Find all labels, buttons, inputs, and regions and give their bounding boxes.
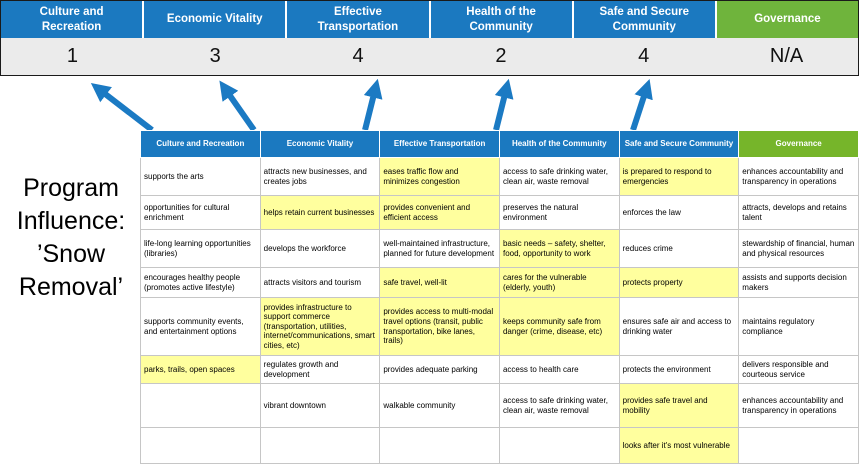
matrix-header-row: Culture and Recreation Economic Vitality E… xyxy=(140,130,859,158)
matrix-cell: attracts new businesses, and creates job… xyxy=(259,157,381,196)
matrix-row: parks, trails, open spaces regulates grow… xyxy=(140,355,859,384)
matrix-cell: regulates growth and development xyxy=(259,355,381,384)
matrix-cell xyxy=(140,427,261,464)
matrix-cell xyxy=(498,427,620,464)
matrix-cell: life-long learning opportunities (librar… xyxy=(140,229,261,268)
matrix-header-cell: Health of the Community xyxy=(498,130,620,158)
pillar-header-row: Culture and Recreation Economic Vitality E… xyxy=(1,1,859,38)
up-arrow-icon xyxy=(362,79,383,131)
matrix-cell: enforces the law xyxy=(618,195,740,230)
influence-arrows xyxy=(90,79,653,133)
matrix-cell: protects the environment xyxy=(618,355,740,384)
matrix-cell: attracts, develops and retains talent xyxy=(738,195,859,230)
matrix-cell: attracts visitors and tourism xyxy=(259,267,381,298)
matrix-cell: supports the arts xyxy=(140,157,261,196)
matrix-cell: supports community events, and entertain… xyxy=(140,297,261,356)
pillar-score-6: N/A xyxy=(769,45,804,67)
matrix-cell: provides adequate parking xyxy=(379,355,500,384)
matrix-header-cell: Governance xyxy=(738,130,859,158)
matrix-cell: ensures safe air and access to drinking … xyxy=(618,297,740,356)
matrix-cell-highlighted: helps retain current businesses xyxy=(259,195,381,230)
matrix-cell-highlighted: protects property xyxy=(618,267,740,298)
matrix-cell-highlighted: eases traffic flow and minimizes congest… xyxy=(379,157,500,196)
matrix-cell: vibrant downtown xyxy=(259,383,381,428)
pillar-header-4: Health of the Community xyxy=(430,1,574,38)
matrix-cell: assists and supports decision makers xyxy=(738,267,859,298)
matrix-row: looks after it's most vulnerable xyxy=(140,427,859,464)
matrix-cell: develops the workforce xyxy=(259,229,381,268)
pillar-header-2: Economic Vitality xyxy=(144,1,288,38)
matrix-cell-highlighted: provides convenient and efficient access xyxy=(379,195,500,230)
matrix-cell-highlighted: provides infrastructure to support comme… xyxy=(259,297,381,356)
matrix-cell-highlighted: provides access to multi-modal travel op… xyxy=(379,297,500,356)
page-title: Program Influence: ’Snow Removal’ xyxy=(16,174,126,301)
matrix-cell-highlighted: parks, trails, open spaces xyxy=(140,355,261,384)
matrix-row: vibrant downtown walkable community access… xyxy=(140,383,859,428)
matrix-cell-highlighted: looks after it's most vulnerable xyxy=(618,427,740,464)
pillar-header-5: Safe and Secure Community xyxy=(573,1,717,38)
matrix-header-cell: Culture and Recreation xyxy=(140,130,261,158)
matrix-cell: access to health care xyxy=(498,355,620,384)
matrix-cell: maintains regulatory compliance xyxy=(738,297,859,356)
matrix-cell-highlighted: cares for the vulnerable (elderly, youth… xyxy=(498,267,620,298)
matrix-row: life-long learning opportunities (librar… xyxy=(140,229,859,268)
up-arrow-icon xyxy=(219,80,257,132)
matrix-header-cell: Safe and Secure Community xyxy=(618,130,740,158)
matrix-cell xyxy=(738,427,859,464)
matrix-cell-highlighted: keeps community safe from danger (crime,… xyxy=(498,297,620,356)
matrix-cell: preserves the natural environment xyxy=(498,195,620,230)
up-arrow-icon xyxy=(630,79,653,131)
matrix-cell: reduces crime xyxy=(618,229,740,268)
matrix-cell xyxy=(259,427,381,464)
pillar-score-4: 2 xyxy=(495,45,507,67)
scoreboard-banner: Culture and Recreation Economic Vitality E… xyxy=(0,0,859,76)
matrix-row: supports community events, and entertain… xyxy=(140,297,859,356)
pillar-header-1: Culture and Recreation xyxy=(1,1,145,38)
matrix-cell: opportunities for cultural enrichment xyxy=(140,195,261,230)
matrix-row: opportunities for cultural enrichment hel… xyxy=(140,195,859,230)
matrix-cell: access to safe drinking water, clean air… xyxy=(498,383,620,428)
up-arrow-icon xyxy=(90,82,154,133)
matrix-cell xyxy=(379,427,500,464)
pillar-header-3: Effective Transportation xyxy=(287,1,431,38)
matrix-cell xyxy=(140,383,261,428)
matrix-cell: access to safe drinking water, clean air… xyxy=(498,157,620,196)
pillar-score-3: 4 xyxy=(352,45,364,67)
pillar-score-5: 4 xyxy=(638,45,650,67)
matrix-cell-highlighted: is prepared to respond to emergencies xyxy=(618,157,740,196)
pillar-score-1: 1 xyxy=(66,45,78,67)
matrix-cell: stewardship of financial, human and phys… xyxy=(738,229,859,268)
matrix-cell: enhances accountability and transparency… xyxy=(738,383,859,428)
matrix-row: supports the arts attracts new businesses… xyxy=(140,157,859,196)
matrix-cell-highlighted: provides safe travel and mobility xyxy=(618,383,740,428)
matrix-row: encourages healthy people (promotes acti… xyxy=(140,267,859,298)
matrix-header-cell: Economic Vitality xyxy=(259,130,381,158)
up-arrow-icon xyxy=(493,79,514,131)
pillar-score-2: 3 xyxy=(209,45,221,67)
influence-matrix: Culture and Recreation Economic Vitality E… xyxy=(140,130,859,464)
matrix-header-cell: Effective Transportation xyxy=(379,130,500,158)
matrix-cell: well-maintained infrastructure, planned … xyxy=(379,229,500,268)
matrix-cell: encourages healthy people (promotes acti… xyxy=(140,267,261,298)
matrix-cell: walkable community xyxy=(379,383,500,428)
pillar-score-row: 1 3 4 2 4 N/A xyxy=(1,38,858,75)
matrix-cell-highlighted: basic needs – safety, shelter, food, opp… xyxy=(498,229,620,268)
matrix-cell: enhances accountability and transparency… xyxy=(738,157,859,196)
pillar-header-6: Governance xyxy=(716,1,859,38)
matrix-cell-highlighted: safe travel, well-lit xyxy=(379,267,500,298)
matrix-cell: delivers responsible and courteous servi… xyxy=(738,355,859,384)
